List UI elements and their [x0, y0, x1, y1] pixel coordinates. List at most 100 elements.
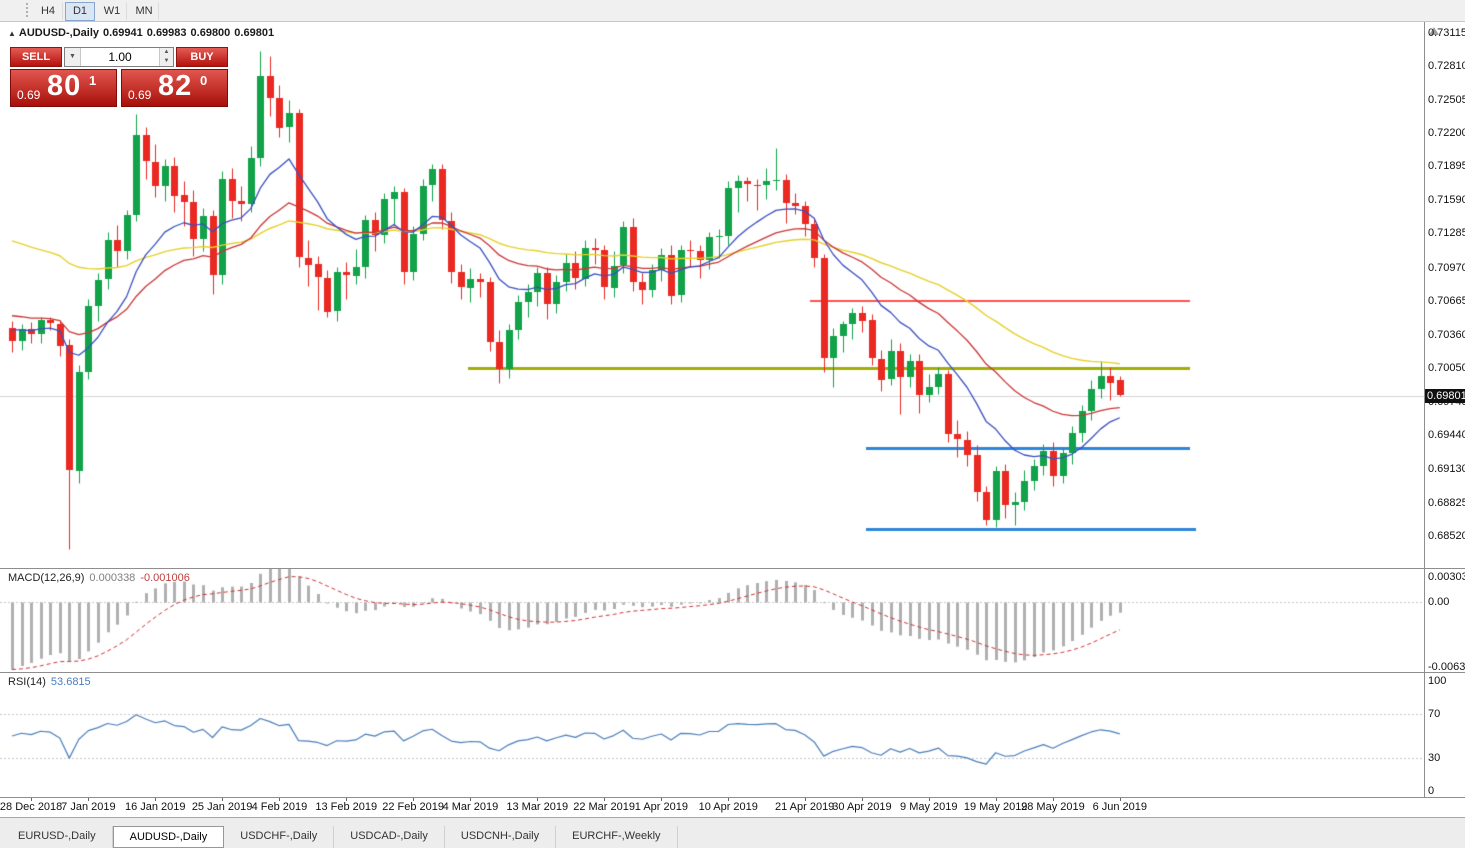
- timeframe-button-mn[interactable]: MN: [129, 2, 159, 21]
- time-axis-label: 13 Feb 2019: [315, 801, 378, 813]
- chart-tab-audusd[interactable]: AUDUSD-,Daily: [112, 826, 225, 848]
- price-axis-label: 0.71895: [1428, 160, 1465, 173]
- rsi-indicator-canvas[interactable]: [0, 673, 1424, 797]
- volume-up-button[interactable]: ▲: [163, 49, 170, 55]
- close-value: 0.69801: [234, 27, 275, 39]
- price-axis-label: 0.70360: [1428, 328, 1465, 341]
- pane-separator[interactable]: [0, 672, 1465, 673]
- price-axis-label: 0.72505: [1428, 93, 1465, 106]
- price-axis-label: 0.69440: [1428, 429, 1465, 442]
- buy-price-button[interactable]: 0.69 82 0: [121, 69, 228, 107]
- sell-price-button[interactable]: 0.69 80 1: [10, 69, 117, 107]
- time-axis-label: 4 Feb 2019: [251, 801, 308, 813]
- macd-axis-label: 0.003035: [1428, 571, 1465, 583]
- volume-value[interactable]: 1.00: [108, 50, 132, 64]
- time-axis-tick: [346, 798, 347, 801]
- time-axis[interactable]: 28 Dec 2018 7 Jan 2019 16 Jan 2019 25 Jan 2…: [0, 798, 1465, 817]
- current-price-tag: 0.69801: [1425, 388, 1465, 403]
- time-axis-label: 19 May 2019: [963, 801, 1028, 813]
- price-axis-label: 0.68825: [1428, 496, 1465, 509]
- time-axis-tick: [805, 798, 806, 801]
- timeframe-toolbar: H4 D1 W1 MN: [0, 0, 1465, 22]
- time-axis-label: 28 May 2019: [1021, 801, 1085, 813]
- macd-indicator-canvas[interactable]: [0, 569, 1424, 672]
- macd-title: MACD(12,26,9): [8, 572, 85, 584]
- time-axis-label: 16 Jan 2019: [124, 801, 186, 813]
- sell-price-pips: 80: [47, 70, 82, 102]
- timeframe-button-group: H4 D1 W1 MN: [33, 2, 159, 21]
- buy-button[interactable]: BUY: [176, 47, 228, 67]
- macd-axis-label: -0.006311: [1428, 661, 1465, 673]
- time-axis-label: 22 Mar 2019: [573, 801, 635, 813]
- time-axis-label: 1 Apr 2019: [634, 801, 688, 813]
- price-axis-label: 0.72200: [1428, 127, 1465, 140]
- chart-tabs: EURUSD-,Daily AUDUSD-,Daily USDCHF-,Daily U…: [2, 826, 678, 848]
- high-value: 0.69983: [146, 27, 187, 39]
- chart-tab-usdcad[interactable]: USDCAD-,Daily: [334, 826, 445, 848]
- time-axis-label: 9 May 2019: [900, 801, 958, 813]
- time-axis-tick: [88, 798, 89, 801]
- rsi-axis-label: 100: [1428, 675, 1447, 687]
- time-axis-tick: [279, 798, 280, 801]
- time-axis-tick: [862, 798, 863, 801]
- buy-price-point: 0: [200, 73, 208, 88]
- macd-main-value: 0.000338: [89, 572, 136, 584]
- time-axis-tick: [996, 798, 997, 801]
- price-axis-label: 0.70050: [1428, 362, 1465, 375]
- time-axis-tick: [929, 798, 930, 801]
- time-axis-label: 10 Apr 2019: [698, 801, 758, 813]
- toolbar-grip[interactable]: [26, 3, 30, 17]
- time-axis-tick: [222, 798, 223, 801]
- volume-field[interactable]: ▼ 1.00 ▲ ▼: [64, 47, 174, 67]
- price-axis-label: 0.68520: [1428, 529, 1465, 542]
- sell-button[interactable]: SELL: [10, 47, 62, 67]
- timeframe-button-d1[interactable]: D1: [65, 2, 95, 21]
- buy-price-pips: 82: [158, 70, 193, 102]
- time-axis-label: 25 Jan 2019: [191, 801, 253, 813]
- buy-price-prefix: 0.69: [128, 88, 152, 102]
- time-axis-label: 4 Mar 2019: [442, 801, 499, 813]
- time-axis-label: 7 Jan 2019: [61, 801, 116, 813]
- rsi-value: 53.6815: [50, 676, 91, 688]
- chart-info-line: ▲ AUDUSD-,Daily 0.69941 0.69983 0.69800 0.698…: [8, 27, 278, 39]
- one-click-trade-panel: SELL ▼ 1.00 ▲ ▼ BUY 0.69 80 1 0.69 82 0: [10, 47, 228, 107]
- macd-signal-value: -0.001006: [140, 572, 190, 584]
- rsi-label: RSI(14) 53.6815: [8, 676, 91, 688]
- time-axis-label: 30 Apr 2019: [832, 801, 892, 813]
- chart-tab-usdchf[interactable]: USDCHF-,Daily: [224, 826, 335, 848]
- timeframe-button-w1[interactable]: W1: [97, 2, 127, 21]
- collapse-triangle-icon[interactable]: ▲: [8, 29, 16, 38]
- chart-tab-usdcnh[interactable]: USDCNH-,Daily: [445, 826, 557, 848]
- time-axis-tick: [728, 798, 729, 801]
- time-axis-tick: [1053, 798, 1054, 801]
- chart-tab-eurusd[interactable]: EURUSD-,Daily: [2, 826, 113, 848]
- pane-separator: [0, 797, 1465, 798]
- chart-shift-marker-icon: [1429, 27, 1439, 35]
- chart-tab-bar: EURUSD-,Daily AUDUSD-,Daily USDCHF-,Daily U…: [0, 817, 1465, 848]
- volume-down-button[interactable]: ▼: [163, 58, 170, 64]
- open-value: 0.69941: [103, 27, 143, 39]
- time-axis-label: 28 Dec 2018: [0, 801, 63, 813]
- chart-tab-eurchf[interactable]: EURCHF-,Weekly: [556, 826, 678, 848]
- macd-label: MACD(12,26,9) 0.000338 -0.001006: [8, 572, 190, 584]
- rsi-axis-label: 30: [1428, 752, 1441, 764]
- price-axis-label: 0.71285: [1428, 227, 1465, 240]
- time-axis-tick: [31, 798, 32, 801]
- pane-separator[interactable]: [0, 568, 1465, 569]
- price-chart-canvas[interactable]: [0, 22, 1424, 568]
- sell-price-point: 1: [89, 73, 97, 88]
- time-axis-label: 22 Feb 2019: [382, 801, 444, 813]
- rsi-axis-label: 0: [1428, 785, 1435, 797]
- rsi-title: RSI(14): [8, 676, 46, 688]
- time-axis-tick: [1120, 798, 1121, 801]
- time-axis-tick: [413, 798, 414, 801]
- price-axis-label: 0.70665: [1428, 295, 1465, 308]
- time-axis-tick: [155, 798, 156, 801]
- time-axis-label: 21 Apr 2019: [774, 801, 835, 813]
- volume-dropdown-button[interactable]: ▼: [65, 48, 81, 66]
- timeframe-button-h4[interactable]: H4: [33, 2, 63, 21]
- time-axis-tick: [604, 798, 605, 801]
- time-axis-tick: [470, 798, 471, 801]
- price-axis-label: 0.70970: [1428, 261, 1465, 274]
- volume-stepper: ▲ ▼: [159, 48, 173, 66]
